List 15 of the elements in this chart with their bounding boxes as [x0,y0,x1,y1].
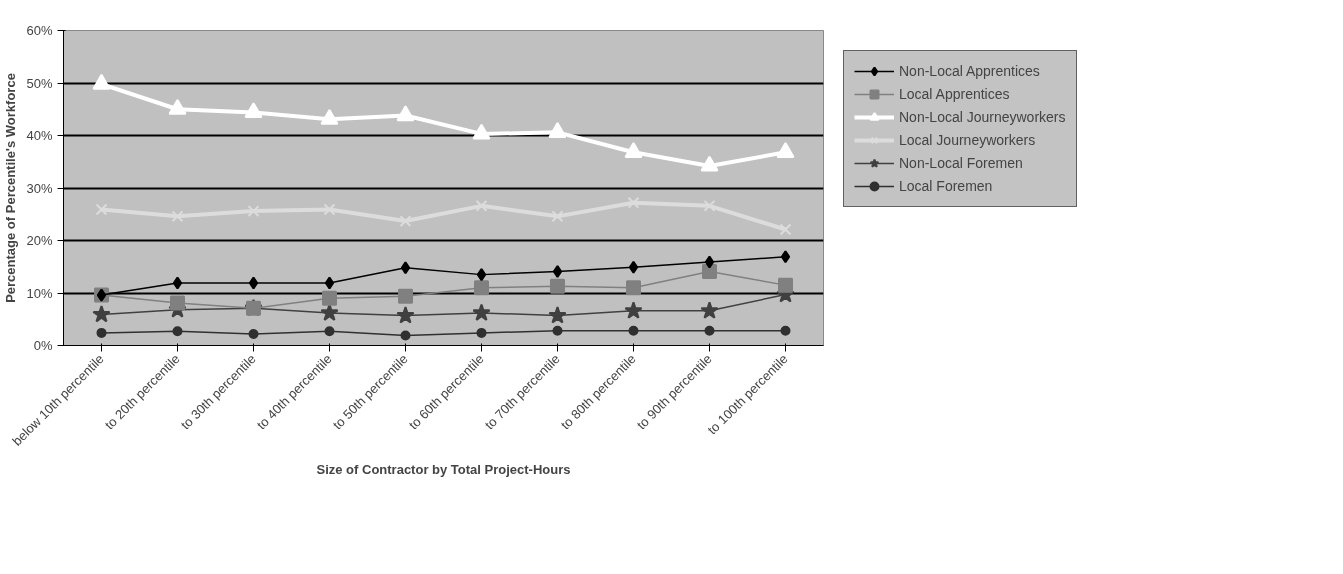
y-tick-label: 10% [26,285,53,301]
legend-label: Local Foremen [899,178,993,194]
y-tick-label: 20% [26,233,53,248]
legend-label: Non-Local Foremen [899,155,1023,171]
legend-label: Non-Local Journeyworkers [899,109,1066,125]
x-axis-title: Size of Contractor by Total Project-Hours [316,461,571,477]
y-axis-title: Percentage of Percentile's Workforce [3,73,19,303]
y-tick-label: 50% [26,75,53,91]
y-tick-label: 30% [26,180,53,196]
legend-label: Local Journeyworkers [899,132,1036,148]
y-tick-label: 60% [26,23,53,38]
legend-label: Non-Local Apprentices [899,63,1040,79]
legend-label: Local Apprentices [899,86,1010,102]
y-tick-label: 0% [33,338,53,353]
y-tick-label: 40% [26,128,53,143]
